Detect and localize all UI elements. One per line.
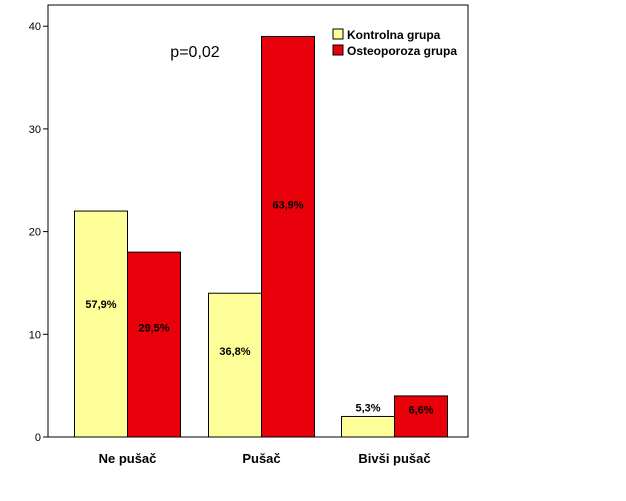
x-category-label: Bivši pušač xyxy=(358,451,430,466)
bars: 57,9% 29,5% 36,8% 63,9% 5,3% 6,6% xyxy=(74,35,448,438)
x-category-label: Pušač xyxy=(242,451,280,466)
bar-data-label: 63,9% xyxy=(272,200,303,212)
y-tick-label: 20 xyxy=(29,227,41,239)
legend-swatch xyxy=(332,44,344,56)
y-tick-label: 30 xyxy=(29,124,41,136)
x-axis: Ne pušač Pušač Bivši pušač xyxy=(99,451,431,466)
legend-label: Kontrolna grupa xyxy=(347,28,441,42)
bar-kontrolna-0 xyxy=(74,210,128,438)
bar-osteoporoza-0 xyxy=(127,251,181,438)
y-tick-label: 40 xyxy=(29,21,41,33)
bar-data-label: 5,3% xyxy=(355,402,380,414)
y-tick-label: 10 xyxy=(29,329,41,341)
bar-data-label: 57,9% xyxy=(85,299,116,311)
y-tick-label: 0 xyxy=(35,432,41,444)
p-value-annotation: p=0,02 xyxy=(170,44,219,61)
legend: Kontrolna grupa Osteoporoza grupa xyxy=(332,28,457,58)
bar-kontrolna-1 xyxy=(208,292,262,438)
bar-osteoporoza-2 xyxy=(394,395,448,438)
bar-data-label: 6,6% xyxy=(408,405,433,417)
x-category-label: Ne pušač xyxy=(99,451,157,466)
bar-osteoporoza-1 xyxy=(261,35,315,438)
legend-swatch xyxy=(332,28,344,40)
bar-kontrolna-2 xyxy=(341,415,395,438)
legend-label: Osteoporoza grupa xyxy=(347,44,457,58)
bar-data-label: 36,8% xyxy=(219,346,250,358)
y-axis: 0 10 20 30 40 xyxy=(29,21,48,444)
bar-data-label: 29,5% xyxy=(138,323,169,335)
